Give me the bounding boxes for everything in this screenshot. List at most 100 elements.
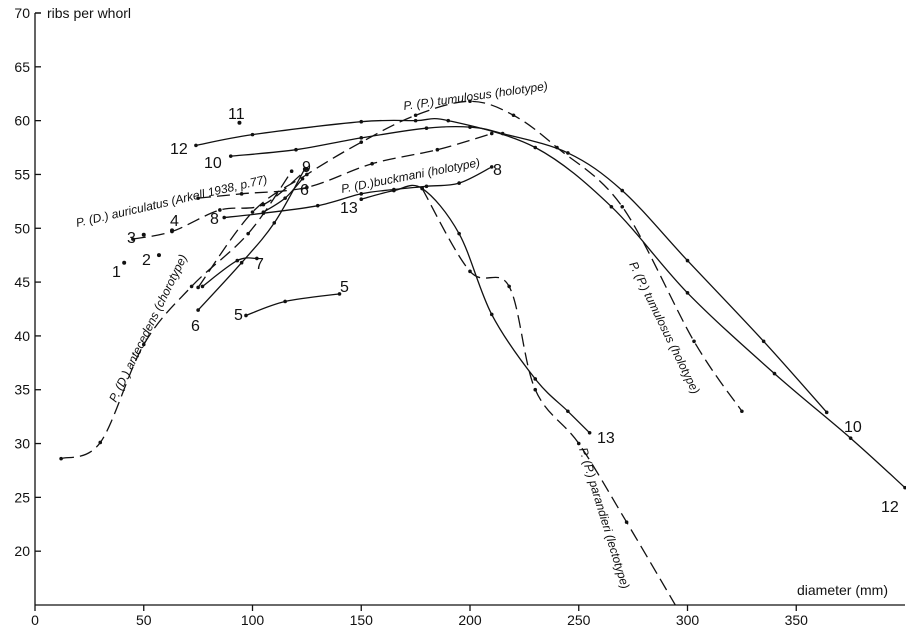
data-point [620, 204, 625, 209]
data-point [692, 339, 696, 344]
data-point [289, 169, 294, 174]
series-line-10 [202, 257, 257, 287]
data-point [196, 196, 200, 200]
y-tick-label: 60 [14, 113, 30, 129]
series-line-6 [230, 125, 828, 413]
series-line-5 [195, 117, 906, 489]
curve-label-2: 2 [142, 252, 151, 269]
isolated-point-11 [237, 120, 242, 125]
data-point [359, 192, 364, 196]
data-point [824, 410, 829, 415]
data-point [131, 237, 135, 241]
data-point [685, 258, 690, 263]
data-point [283, 299, 287, 304]
y-tick-label: 70 [14, 5, 30, 21]
data-point [420, 186, 424, 191]
data-point [533, 145, 538, 150]
x-axis-label: diameter (mm) [797, 582, 888, 598]
data-point [533, 387, 538, 392]
data-point [250, 132, 255, 137]
data-point [194, 143, 198, 148]
curve-label-6-end: 6 [300, 182, 309, 199]
y-tick-label: 25 [14, 489, 30, 505]
series-label-tumulosus-right: P. (P.) tumulosus (holotype) [626, 259, 702, 396]
data-point [620, 188, 625, 193]
curve-label-13-end: 13 [597, 430, 615, 447]
series-line-1 [132, 168, 308, 240]
x-tick-label: 250 [567, 612, 591, 628]
data-point [424, 126, 429, 130]
y-tick-label: 30 [14, 436, 30, 452]
series-line-9 [197, 168, 306, 311]
data-point [196, 308, 200, 312]
isolated-point-4 [170, 228, 175, 233]
data-point [218, 208, 222, 212]
data-point [359, 197, 364, 202]
curve-label-11: 11 [228, 106, 245, 123]
data-point [489, 131, 494, 136]
data-point [255, 256, 259, 261]
data-point [555, 145, 559, 150]
curve-label-3: 3 [127, 230, 136, 247]
x-tick-label: 300 [676, 612, 700, 628]
data-point [740, 409, 744, 414]
data-point [507, 284, 511, 289]
curve-label-9: 9 [302, 159, 311, 176]
curve-label-8-start: 8 [210, 211, 219, 228]
data-point [189, 284, 194, 289]
curve-label-10-end: 10 [844, 419, 862, 436]
curve-label-1: 1 [112, 264, 121, 281]
data-point [761, 339, 766, 344]
data-point [239, 260, 244, 265]
data-point [675, 605, 679, 609]
x-tick-label: 100 [241, 612, 265, 628]
data-point [624, 520, 629, 524]
x-tick-label: 200 [458, 612, 482, 628]
data-point [244, 313, 248, 318]
y-tick-label: 50 [14, 220, 30, 236]
data-point [305, 185, 309, 190]
isolated-point-3 [141, 232, 146, 237]
curve-labels: 1 2 3 4 5 5 6 6 7 8 8 9 10 10 11 12 12 1… [112, 106, 899, 516]
series-label-tumulosus-top: P. (P.) tumulosus (holotype) [402, 79, 548, 113]
series-group [60, 100, 906, 605]
curve-label-13-start: 13 [340, 200, 358, 217]
series-line-7 [361, 184, 591, 434]
data-point [239, 192, 244, 196]
data-point [435, 147, 440, 152]
data-point [848, 436, 853, 440]
data-point [489, 165, 494, 169]
data-point [468, 269, 472, 274]
data-point [359, 140, 364, 144]
data-point [98, 440, 103, 445]
data-point [302, 167, 307, 171]
y-tick-label: 20 [14, 543, 30, 559]
data-point [511, 113, 516, 118]
y-tick-label: 55 [14, 166, 30, 182]
data-point [468, 125, 472, 129]
curve-label-4: 4 [170, 213, 179, 230]
y-axis-label: ribs per whorl [47, 5, 131, 21]
y-tick-label: 35 [14, 382, 30, 398]
data-point [359, 119, 364, 124]
data-point [457, 181, 461, 185]
y-tick-label: 40 [14, 328, 30, 344]
data-point [272, 221, 277, 225]
data-point [235, 258, 240, 263]
y-tick-label: 45 [14, 274, 30, 290]
data-point [222, 215, 227, 220]
y-tick-label: 65 [14, 59, 30, 75]
curve-label-12-end: 12 [881, 499, 899, 516]
points-group [59, 99, 906, 609]
data-point [576, 441, 581, 446]
data-point [392, 187, 396, 192]
series-line-11 [224, 166, 492, 219]
curve-label-12-start: 12 [170, 141, 188, 158]
data-point [59, 456, 63, 461]
curve-label-5-start: 5 [234, 307, 243, 324]
series-line-3 [197, 100, 743, 412]
data-point [294, 147, 298, 152]
data-point [609, 204, 614, 209]
series-line-8 [245, 293, 340, 317]
data-point [337, 292, 342, 296]
